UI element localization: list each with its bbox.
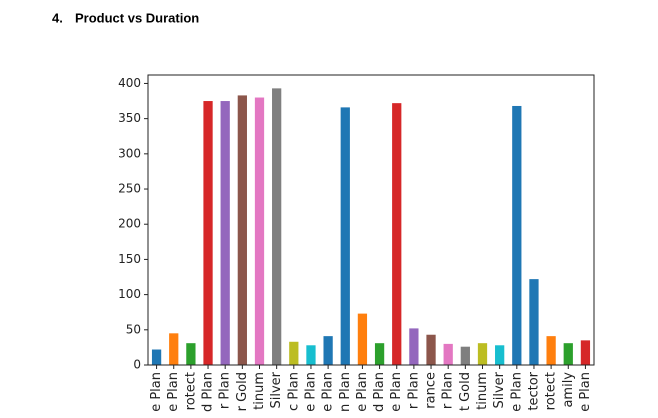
x-tick-label: c Plan: [286, 372, 301, 411]
x-tick-label: e Plan: [355, 372, 370, 412]
x-tick-label: d Plan: [372, 372, 387, 412]
y-tick-label: 300: [118, 146, 141, 160]
bar: [169, 333, 179, 365]
bar: [529, 279, 539, 365]
bar: [254, 97, 265, 366]
heading-text: Product vs Duration: [75, 10, 199, 25]
y-tick-label: 100: [118, 287, 141, 301]
y-tick-label: 200: [118, 217, 141, 231]
x-tick-label: e Plan: [509, 372, 524, 412]
x-tick-label: e Plan: [578, 372, 593, 412]
bar: [460, 346, 470, 365]
bar: [289, 341, 299, 365]
x-tick-label: r Plan: [218, 372, 233, 409]
x-tick-label: e Plan: [149, 372, 164, 412]
x-tick-label: Silver: [269, 371, 284, 408]
y-tick-label: 0: [133, 358, 141, 372]
bar: [512, 105, 522, 365]
bar: [151, 349, 162, 365]
y-tick-label: 250: [118, 182, 141, 196]
bar: [186, 343, 196, 365]
bar: [546, 336, 556, 365]
x-tick-label: tinum: [252, 372, 267, 410]
bar: [220, 101, 230, 365]
bar: [495, 345, 505, 365]
bar: [426, 334, 436, 365]
bar: [580, 340, 591, 365]
x-tick-label: tector: [526, 371, 541, 410]
x-tick-label: d Plan: [201, 372, 216, 412]
bar: [323, 336, 333, 365]
x-tick-label: n Plan: [338, 372, 353, 412]
x-tick-label: e Plan: [303, 372, 318, 412]
x-tick-label: r Plan: [406, 372, 421, 409]
x-tick-label: rance: [424, 372, 439, 409]
bar: [374, 343, 385, 365]
x-tick-label: rotect: [183, 372, 198, 410]
y-tick-label: 400: [118, 76, 141, 90]
x-tick-label: amily: [561, 372, 576, 408]
y-tick-label: 150: [118, 252, 141, 266]
bar: [237, 95, 247, 365]
y-tick-label: 50: [126, 322, 141, 336]
bar: [357, 313, 368, 365]
bar: [306, 345, 316, 365]
bar: [477, 343, 488, 365]
x-tick-label: rotect: [544, 372, 559, 410]
bar: [409, 328, 419, 365]
x-tick-label: Silver: [492, 371, 507, 408]
x-tick-label: r Plan: [441, 372, 456, 409]
x-tick-label: r Gold: [235, 372, 250, 411]
bar: [203, 101, 213, 365]
x-tick-label: e Plan: [166, 372, 181, 412]
heading-number: 4.: [52, 10, 63, 25]
y-tick-label: 350: [118, 111, 141, 125]
bar: [563, 343, 573, 365]
bar: [392, 103, 402, 366]
x-tick-label: t Gold: [458, 372, 473, 411]
x-tick-label: e Plan: [321, 372, 336, 412]
plot-frame: [147, 74, 595, 366]
x-tick-label: e Plan: [389, 372, 404, 412]
bar: [340, 107, 350, 366]
x-tick-label: tinum: [475, 372, 490, 410]
bar: [443, 343, 453, 365]
bar: [272, 88, 282, 366]
